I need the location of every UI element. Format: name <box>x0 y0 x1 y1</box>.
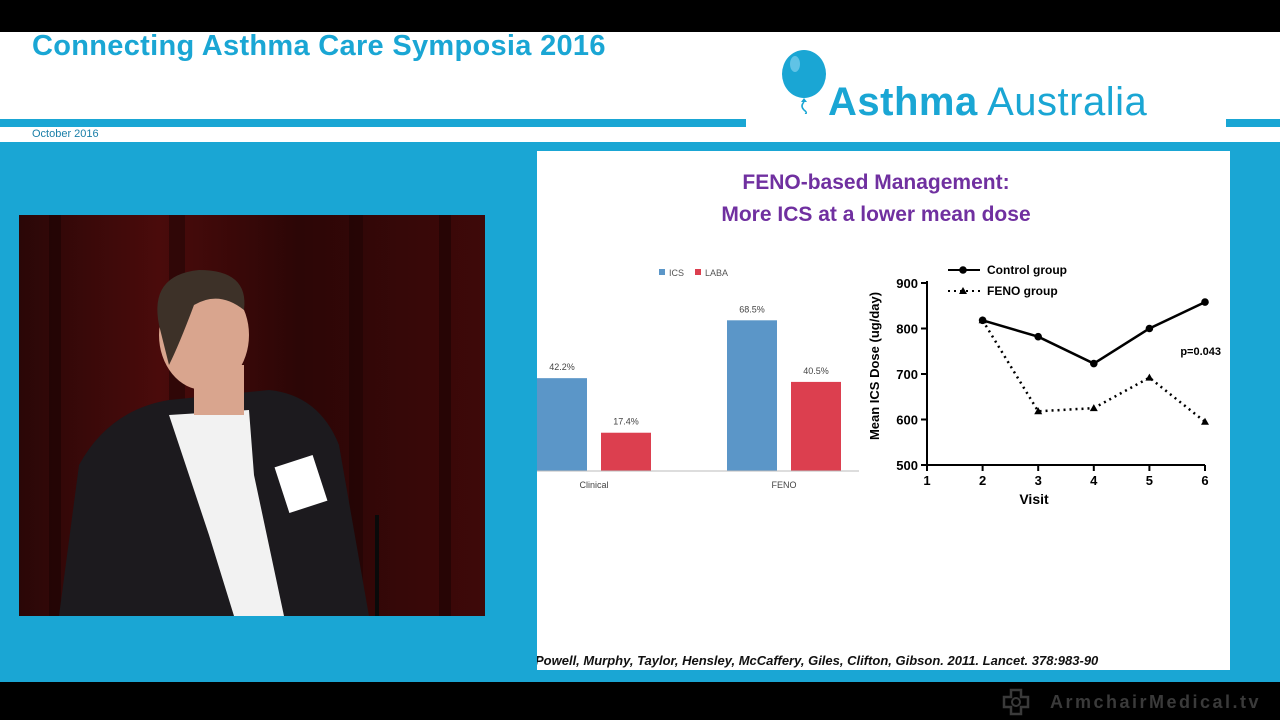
slide-title: FENO-based Management: More ICS at a low… <box>537 167 1215 231</box>
logo-wordmark: Asthma Australia <box>828 80 1147 125</box>
series-line-control-group <box>982 300 1206 365</box>
legend-label-laba: LABA <box>705 268 728 278</box>
letterbox-bottom <box>0 682 1280 720</box>
category-label-clinical: Clinical <box>579 480 608 490</box>
presentation-slide: FENO-based Management: More ICS at a low… <box>537 151 1230 670</box>
header-divider-right <box>1226 119 1280 127</box>
bar-laba-clinical <box>601 432 651 471</box>
x-tick-label-1: 1 <box>923 473 930 488</box>
legend-label-feno-group: FENO group <box>987 284 1058 298</box>
y-tick-label-600: 600 <box>896 413 918 428</box>
logo-wordmark-light: Australia <box>987 80 1148 124</box>
header-divider-left <box>0 119 746 127</box>
y-tick-label-700: 700 <box>896 367 918 382</box>
bar-ics-clinical <box>537 378 587 471</box>
point-control-group-visit-6 <box>1201 298 1209 306</box>
y-tick-label-800: 800 <box>896 322 918 337</box>
line-chart: 500 600 700 800 900 1 2 3 4 5 6 Visit Mean ICS Dose … <box>867 263 1221 507</box>
y-tick-label-900: 900 <box>896 276 918 291</box>
symposium-title: Connecting Asthma Care Symposia 2016 <box>32 30 606 62</box>
armchair-medical-cross-icon <box>1002 688 1030 716</box>
category-label-feno: FENO <box>771 480 796 490</box>
point-control-group-visit-3 <box>1034 332 1042 341</box>
legend-marker-control-group <box>959 266 967 274</box>
armchair-medical-watermark: ArmchairMedical.tv <box>1000 688 1280 716</box>
y-axis-label: Mean ICS Dose (ug/day) <box>867 292 882 440</box>
point-feno-group-visit-4 <box>1089 404 1098 412</box>
watermark-text: ArmchairMedical.tv <box>1050 692 1262 712</box>
x-tick-label-5: 5 <box>1146 473 1153 488</box>
speaker-video-frame <box>19 215 485 616</box>
point-feno-group-visit-6 <box>1201 417 1209 425</box>
bar-laba-feno <box>791 381 841 471</box>
y-tick-label-500: 500 <box>896 458 918 473</box>
logo-wordmark-bold: Asthma <box>828 80 978 124</box>
slide-title-line-2: More ICS at a lower mean dose <box>721 203 1031 226</box>
letterbox-top <box>0 0 1280 32</box>
balloon-icon <box>782 50 826 114</box>
bar-chart: ICS LABA 42.2% 17.4% Clinical 68.5% 40.5% FENO <box>537 268 859 490</box>
bar-label-laba-feno: 40.5% <box>803 366 829 376</box>
bar-label-laba-clinical: 17.4% <box>613 417 639 427</box>
bar-label-ics-feno: 68.5% <box>739 304 765 314</box>
x-axis-label: Visit <box>1019 491 1049 507</box>
point-control-group-visit-4 <box>1090 359 1098 368</box>
point-feno-group-visit-5 <box>1145 373 1154 381</box>
legend-swatch-ics <box>659 269 665 275</box>
slide-title-line-1: FENO-based Management: <box>742 171 1010 194</box>
bar-label-ics-clinical: 42.2% <box>549 362 575 372</box>
point-control-group-visit-5 <box>1145 324 1154 333</box>
legend-label-ics: ICS <box>669 268 684 278</box>
legend-label-control-group: Control group <box>987 263 1067 277</box>
legend-marker-feno-group <box>959 287 967 294</box>
x-tick-label-2: 2 <box>979 473 986 488</box>
p-value-annotation: p=0.043 <box>1180 346 1221 358</box>
bar-ics-feno <box>727 320 777 471</box>
x-tick-label-4: 4 <box>1090 473 1098 488</box>
point-feno-group-visit-2 <box>978 316 987 324</box>
asthma-australia-logo: Asthma Australia <box>780 50 1200 124</box>
x-tick-label-6: 6 <box>1201 473 1208 488</box>
speaker-video <box>19 215 485 616</box>
legend-swatch-laba <box>695 269 701 275</box>
x-tick-label-3: 3 <box>1035 473 1042 488</box>
point-feno-group-visit-3 <box>1034 407 1043 415</box>
symposium-date: October 2016 <box>32 128 99 140</box>
slide-citation: Powell, Murphy, Taylor, Hensley, McCaffe… <box>537 653 1099 668</box>
